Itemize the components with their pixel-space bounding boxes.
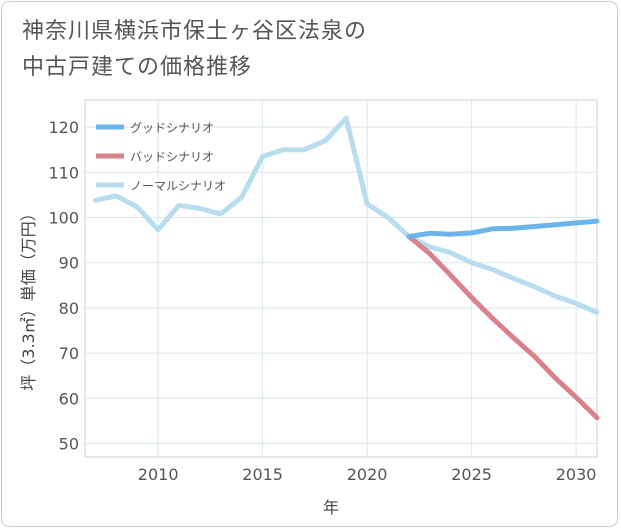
y-tick-label: 60 bbox=[59, 389, 79, 408]
x-tick-label: 2030 bbox=[556, 465, 597, 484]
chart-title-line-2: 中古戸建ての価格推移 bbox=[22, 55, 253, 80]
x-tick-label: 2020 bbox=[347, 465, 388, 484]
y-tick-label: 120 bbox=[48, 118, 79, 137]
y-axis-title: 坪（3.3㎡）単価（万円） bbox=[19, 205, 38, 390]
series-line-1 bbox=[406, 234, 600, 421]
y-tick-label: 50 bbox=[59, 434, 79, 453]
legend-label: ノーマルシナリオ bbox=[130, 179, 226, 193]
x-axis-title: 年 bbox=[323, 498, 339, 517]
y-tick-label: 100 bbox=[48, 208, 79, 227]
series-line-2 bbox=[92, 115, 600, 315]
y-tick-label: 70 bbox=[59, 344, 79, 363]
y-tick-label: 110 bbox=[48, 163, 79, 182]
x-tick-label: 2025 bbox=[451, 465, 492, 484]
legend-label: グッドシナリオ bbox=[130, 121, 214, 135]
x-tick-labels: 2010 2015 2020 2025 2030 bbox=[138, 465, 597, 484]
grid-lines bbox=[85, 100, 597, 457]
chart-title-line-1: 神奈川県横浜市保土ヶ谷区法泉の bbox=[22, 19, 368, 44]
chart-title: 神奈川県横浜市保土ヶ谷区法泉の 中古戸建ての価格推移 bbox=[22, 14, 582, 86]
x-tick-label: 2010 bbox=[138, 465, 179, 484]
x-tick-label: 2015 bbox=[242, 465, 283, 484]
legend-label: バッドシナリオ bbox=[130, 150, 214, 164]
series-lines bbox=[92, 115, 600, 421]
y-tick-label: 90 bbox=[59, 254, 79, 273]
series-line-0 bbox=[406, 218, 600, 239]
y-tick-label: 80 bbox=[59, 299, 79, 318]
y-tick-labels: 50 60 70 80 90 100 110 120 bbox=[48, 118, 79, 453]
